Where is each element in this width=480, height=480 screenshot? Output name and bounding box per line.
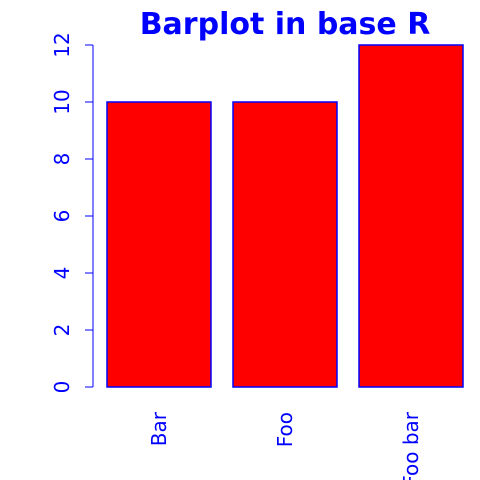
y-tick-label: 6 <box>50 210 74 223</box>
bar-foo-bar <box>358 44 464 388</box>
x-category-label: Bar <box>147 411 171 446</box>
y-tick-label: 10 <box>50 89 74 114</box>
chart-title: Barplot in base R <box>140 7 431 42</box>
y-tick-label: 0 <box>50 381 74 394</box>
y-tick-label: 2 <box>50 324 74 337</box>
bar-bar <box>106 101 212 388</box>
x-category-label: Foo <box>273 412 297 447</box>
x-category-label: Foo bar <box>399 411 423 480</box>
y-tick-label: 4 <box>50 267 74 280</box>
y-tick-label: 12 <box>50 32 74 57</box>
x-axis-labels: Bar Foo Foo bar <box>147 411 423 480</box>
y-axis: 0 2 4 6 8 10 12 <box>50 32 94 394</box>
y-tick-label: 8 <box>50 153 74 166</box>
bar-foo <box>232 101 338 388</box>
bars <box>106 44 464 388</box>
